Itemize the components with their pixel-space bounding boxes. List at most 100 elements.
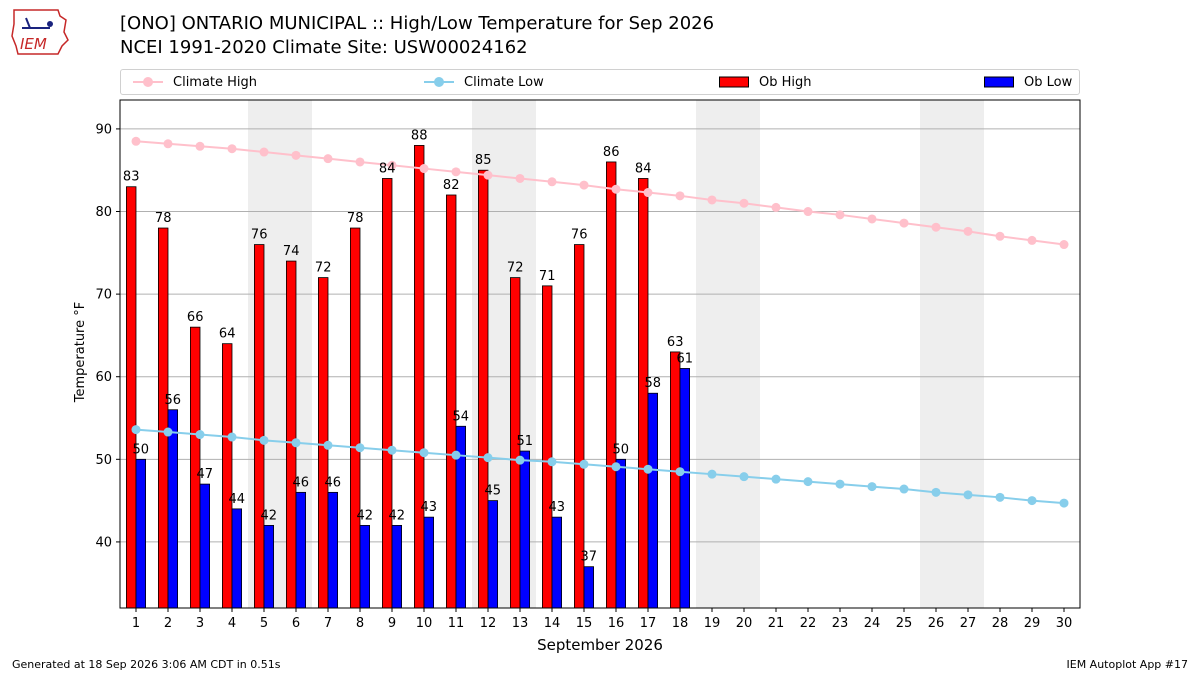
- y-tick-label-60: 60: [95, 370, 112, 385]
- ob-high-bar-day-2: [157, 227, 169, 609]
- ob-low-bar-day-2: [167, 409, 179, 609]
- ob-low-label-day-10: 43: [421, 500, 438, 515]
- ob-low-label-day-4: 44: [229, 492, 246, 507]
- ob-low-bar-day-9: [391, 524, 403, 609]
- weekend-shade-day-19: [696, 100, 728, 608]
- climate-low-point-day-1: [131, 425, 141, 435]
- ob-low-bar-day-3: [199, 483, 211, 609]
- climate-low-point-day-9: [387, 445, 397, 455]
- y-tick-label-40: 40: [95, 535, 112, 550]
- y-axis-label: Temperature °F: [73, 302, 88, 403]
- ob-low-label-day-8: 42: [357, 508, 374, 523]
- ob-high-bar-day-6: [285, 260, 297, 609]
- grid-lines: [120, 128, 1080, 543]
- ob-high-bar-day-14: [542, 285, 553, 609]
- legend-item-ob-low: Ob Low: [984, 70, 1072, 94]
- climate-low-point-day-16: [611, 462, 621, 472]
- x-tick-label-6: 6: [292, 616, 300, 631]
- climate-low-point-day-17: [643, 464, 653, 474]
- ob-high-label-day-6: 74: [283, 244, 300, 259]
- climate-high-point-day-1: [131, 136, 141, 146]
- ob-high-swatch: [719, 76, 749, 88]
- climate-high-point-day-14: [547, 177, 557, 187]
- legend-item-climate-low: Climate Low: [424, 70, 544, 94]
- x-tick-label-4: 4: [228, 616, 236, 631]
- x-tick-label-3: 3: [196, 616, 204, 631]
- climate-high-swatch: [133, 77, 163, 87]
- ob-high-bar-day-16: [606, 161, 617, 609]
- legend-label-climate-low: Climate Low: [464, 74, 544, 90]
- plot-frame: [119, 99, 1081, 609]
- climate-high-point-day-10: [419, 164, 429, 174]
- ob-low-label-day-2: 56: [165, 393, 182, 408]
- y-tick-label-70: 70: [95, 288, 112, 303]
- climate-high-point-day-17: [643, 188, 653, 198]
- legend-item-climate-high: Climate High: [133, 70, 257, 94]
- ob-high-bar-day-5: [253, 244, 265, 609]
- ob-low-bar-day-18: [679, 368, 691, 609]
- logo-station-arm: [25, 17, 31, 29]
- ob-high-label-day-11: 82: [443, 178, 460, 193]
- climate-high-point-day-20: [739, 198, 749, 208]
- x-tick-label-9: 9: [388, 616, 396, 631]
- climate-high-point-day-7: [323, 154, 333, 164]
- climate-high-point-day-2: [163, 139, 173, 149]
- ob-high-bar-day-12: [477, 169, 489, 609]
- climate-high-point-day-25: [899, 218, 909, 228]
- ob-high-label-day-18: 63: [667, 335, 684, 350]
- climate-low-point-day-19: [707, 469, 717, 479]
- climate-high-point-day-29: [1027, 235, 1037, 245]
- x-tick-label-25: 25: [896, 616, 913, 631]
- ob-high-bar-day-1: [126, 186, 137, 609]
- ob-low-bar-day-12: [487, 500, 499, 609]
- ob-low-bar-day-5: [263, 524, 275, 609]
- climate-high-point-day-19: [707, 195, 717, 205]
- climate-low-point-day-6: [291, 438, 301, 448]
- climate-low-point-day-15: [579, 459, 589, 469]
- x-tick-label-11: 11: [448, 616, 465, 631]
- x-tick-label-18: 18: [672, 616, 689, 631]
- climate-high-line: [135, 140, 1065, 246]
- ob-high-label-day-13: 72: [507, 261, 524, 276]
- climate-low-point-day-25: [899, 484, 909, 494]
- climate-low-line: [135, 428, 1065, 505]
- iowa-outline-shape: [11, 9, 69, 55]
- x-tick-label-28: 28: [992, 616, 1009, 631]
- ob-low-label-day-18: 61: [677, 351, 694, 366]
- climate-low-point-day-20: [739, 472, 749, 482]
- x-tick-label-13: 13: [512, 616, 529, 631]
- x-tick-label-14: 14: [544, 616, 561, 631]
- climate-low-point-day-18: [675, 467, 685, 477]
- legend-label-ob-high: Ob High: [759, 74, 812, 90]
- x-tick-label-29: 29: [1024, 616, 1041, 631]
- climate-high-point-day-16: [611, 184, 621, 194]
- weekend-shade-day-26: [920, 100, 952, 608]
- ob-high-label-day-14: 71: [539, 269, 556, 284]
- ob-high-bar-day-11: [445, 194, 457, 609]
- ob-low-bar-day-14: [551, 516, 563, 609]
- ob-low-label-day-12: 45: [485, 484, 502, 499]
- climate-high-point-day-11: [451, 167, 461, 177]
- ob-low-label-day-5: 42: [261, 508, 278, 523]
- climate-high-point-day-26: [931, 222, 941, 232]
- weekend-shade-day-5: [248, 100, 280, 608]
- ob-low-bar-day-4: [231, 508, 243, 609]
- climate-high-point-day-8: [355, 157, 365, 167]
- ob-high-bar-day-10: [413, 145, 425, 609]
- climate-high-point-day-3: [195, 141, 205, 151]
- x-tick-label-16: 16: [608, 616, 625, 631]
- climate-low-point-day-29: [1027, 496, 1037, 506]
- climate-low-point-day-10: [419, 448, 429, 458]
- ob-low-bar-day-8: [359, 524, 371, 609]
- ob-low-label-day-13: 51: [517, 434, 534, 449]
- ob-low-swatch: [984, 76, 1014, 88]
- weekend-shade-day-6: [280, 100, 312, 608]
- climate-high-point-day-5: [259, 147, 269, 157]
- climate-high-point-day-4: [227, 144, 237, 154]
- legend-label-climate-high: Climate High: [173, 74, 258, 90]
- y-tick-label-80: 80: [95, 205, 112, 220]
- climate-low-point-day-5: [259, 435, 269, 445]
- climate-high-point-day-15: [579, 180, 589, 190]
- ob-low-label-day-15: 37: [581, 550, 598, 565]
